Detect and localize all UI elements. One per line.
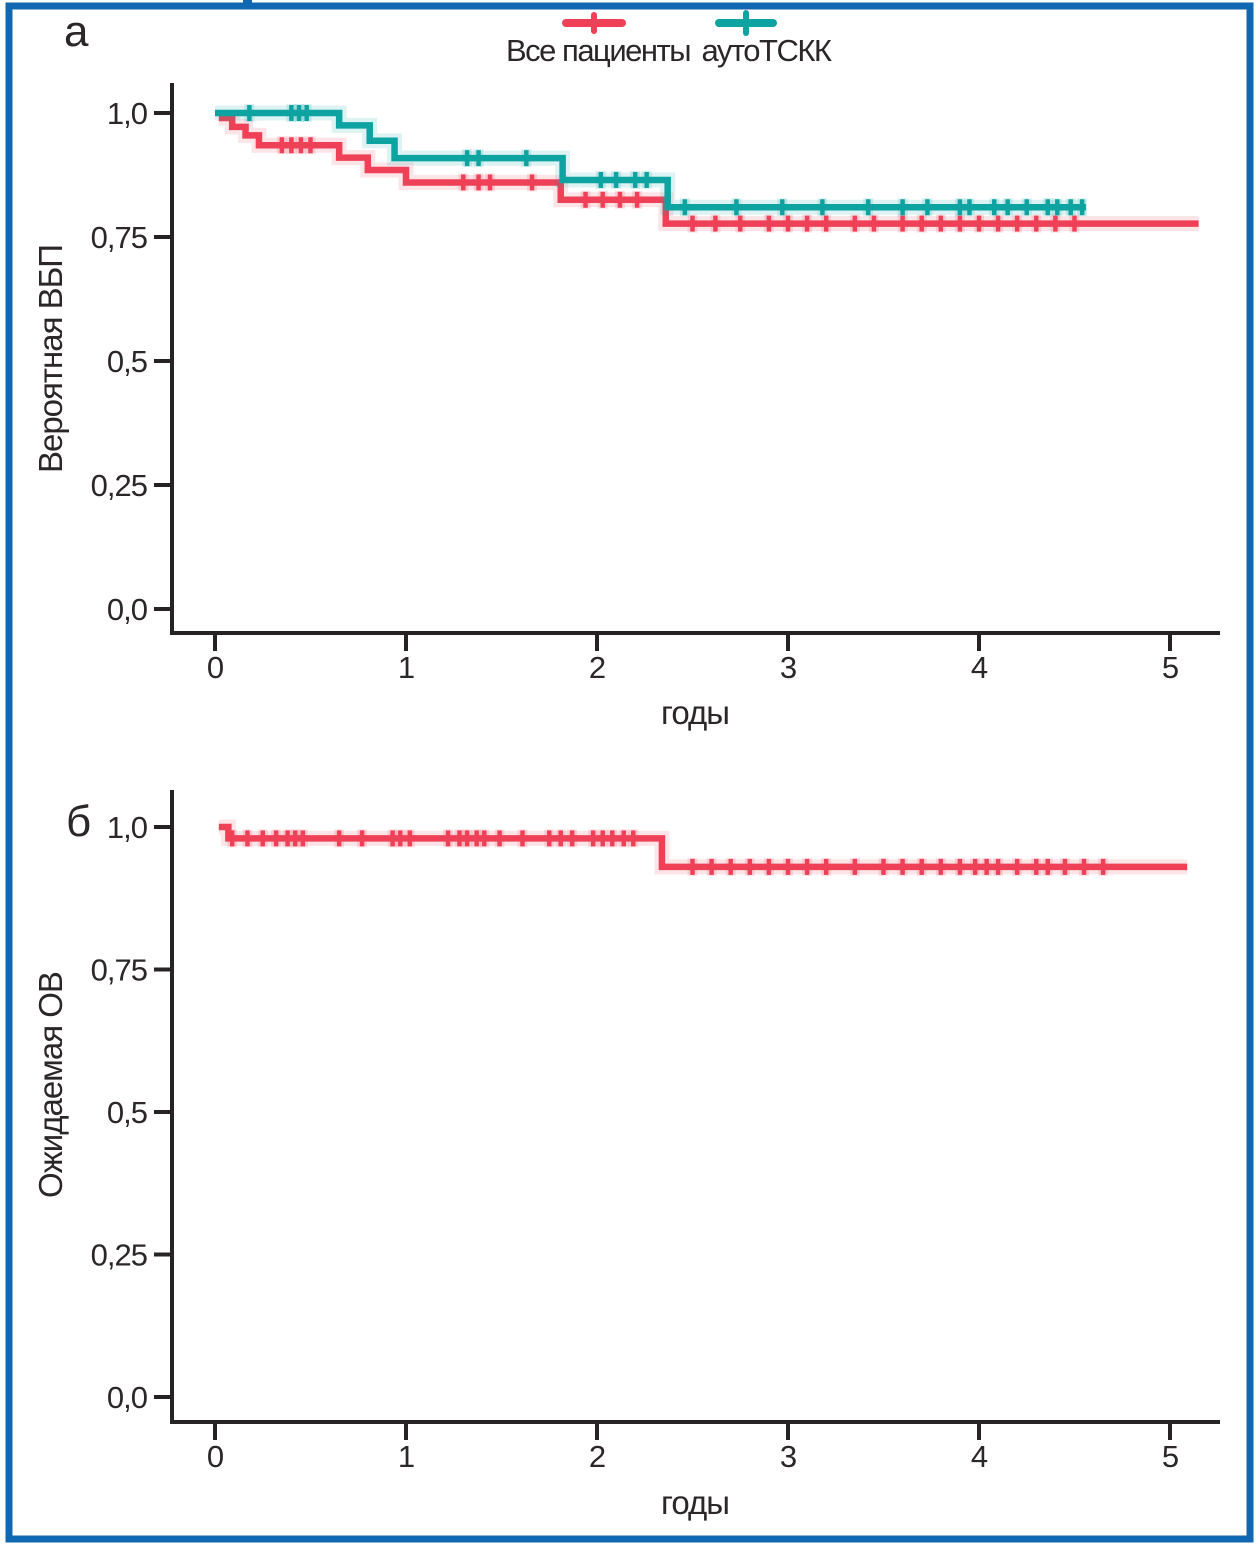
x-tick-label: 5 — [1162, 1439, 1178, 1474]
x-tick-label: 1 — [398, 1439, 414, 1474]
figure-border — [5, 2, 1254, 1543]
y-tick-label: 0,75 — [91, 953, 147, 988]
x-tick-label: 2 — [589, 1439, 605, 1474]
x-tick-label: 4 — [971, 1439, 988, 1474]
panel-a-label: а — [64, 7, 89, 56]
x-tick-label: 5 — [1162, 650, 1178, 685]
legend-item-autotskk: аутоТСКК — [702, 10, 833, 68]
x-axis-label-b: годы — [661, 1484, 729, 1521]
y-tick-label: 0,0 — [107, 592, 148, 627]
y-tick-label: 0,75 — [91, 220, 147, 255]
panel-b-plot: 0,0 0,25 0,5 0,75 1,0 0 1 2 3 4 5 — [91, 790, 1220, 1474]
panel-b-label: б — [66, 797, 91, 846]
x-tick-label: 3 — [780, 1439, 796, 1474]
y-tick-label: 0,5 — [107, 344, 147, 379]
y-tick-label: 1,0 — [107, 96, 148, 131]
km-curve — [218, 114, 1199, 227]
legend: Все пациенты аутоТСКК — [506, 10, 833, 68]
legend-label-all-patients: Все пациенты — [506, 33, 690, 68]
y-tick-label: 0,0 — [107, 1380, 148, 1415]
x-tick-label: 1 — [398, 650, 414, 685]
x-tick-label: 0 — [207, 1439, 224, 1474]
x-tick-label: 4 — [971, 650, 988, 685]
y-tick-label: 0,25 — [91, 468, 147, 503]
x-tick-label: 0 — [207, 650, 224, 685]
legend-item-all-patients: Все пациенты — [506, 12, 692, 68]
legend-label-autotskk: аутоТСКК — [702, 33, 832, 68]
y-tick-label: 0,5 — [107, 1095, 147, 1130]
x-tick-label: 2 — [589, 650, 605, 685]
panel-a-plot: 0,0 0,25 0,5 0,75 1,0 0 1 2 3 4 5 — [91, 83, 1220, 685]
y-tick-label: 1,0 — [107, 810, 148, 845]
border-notch — [243, 0, 252, 8]
y-tick-label: 0,25 — [91, 1238, 147, 1273]
y-axis-label-b: Ожидаемая ОВ — [32, 972, 69, 1198]
km-curve — [215, 109, 1086, 211]
x-tick-label: 3 — [780, 650, 796, 685]
x-axis-label-a: годы — [661, 694, 729, 731]
y-axis-label-a: Вероятная ВБП — [32, 245, 69, 473]
